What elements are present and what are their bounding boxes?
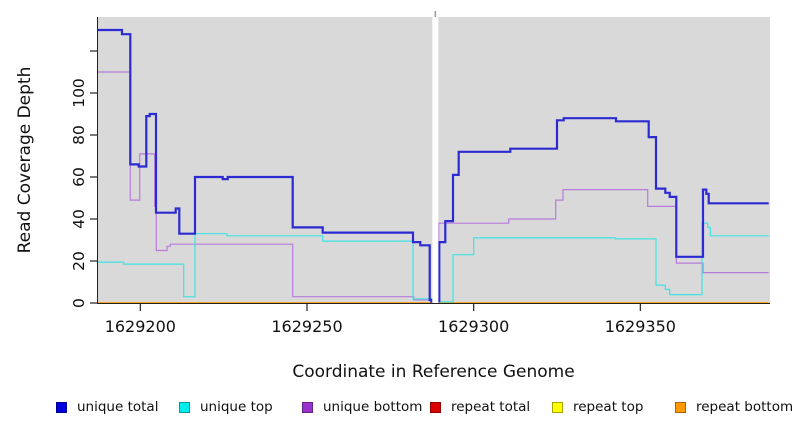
legend-swatch-unique-top xyxy=(179,401,190,413)
legend-label: unique bottom xyxy=(323,399,423,415)
x-axis-title: Coordinate in Reference Genome xyxy=(292,362,574,382)
legend-label: unique total xyxy=(77,399,159,415)
x-tick-label: 1629350 xyxy=(605,317,676,336)
legend-label: repeat top xyxy=(573,399,644,415)
y-tick-label: 100 xyxy=(70,78,88,108)
no-data-gap-band xyxy=(432,17,439,303)
y-tick-label: 0 xyxy=(70,298,88,308)
y-axis-title: Read Coverage Depth xyxy=(15,67,35,254)
legend-swatch-unique-total xyxy=(56,401,67,413)
legend-label: repeat total xyxy=(451,399,531,415)
legend-swatch-repeat-total xyxy=(430,401,441,413)
y-tick-label: 20 xyxy=(70,251,88,271)
x-tick-label: 1629300 xyxy=(438,317,509,336)
y-tick-label: 40 xyxy=(70,209,88,229)
legend-item-unique-top: unique top xyxy=(179,399,273,415)
x-tick-label: 1629200 xyxy=(105,317,176,336)
legend-swatch-unique-bottom xyxy=(302,401,313,413)
legend-label: unique top xyxy=(200,399,273,415)
plot-legend: unique total unique top unique bottom repea… xyxy=(0,399,792,419)
y-tick-label: 80 xyxy=(70,125,88,145)
series-unique-bottom xyxy=(97,71,769,303)
legend-swatch-repeat-bottom xyxy=(675,401,686,413)
legend-item-unique-bottom: unique bottom xyxy=(302,399,422,415)
legend-item-repeat-top: repeat top xyxy=(552,399,643,415)
x-tick-label: 1629250 xyxy=(271,317,342,336)
legend-swatch-repeat-top xyxy=(552,401,563,413)
series-unique-top xyxy=(97,222,769,303)
legend-item-unique-total: unique total xyxy=(56,399,158,415)
legend-item-repeat-total: repeat total xyxy=(430,399,530,415)
legend-label: repeat bottom xyxy=(696,399,792,415)
legend-item-repeat-bottom: repeat bottom xyxy=(675,399,792,415)
y-tick-label: 60 xyxy=(70,167,88,187)
